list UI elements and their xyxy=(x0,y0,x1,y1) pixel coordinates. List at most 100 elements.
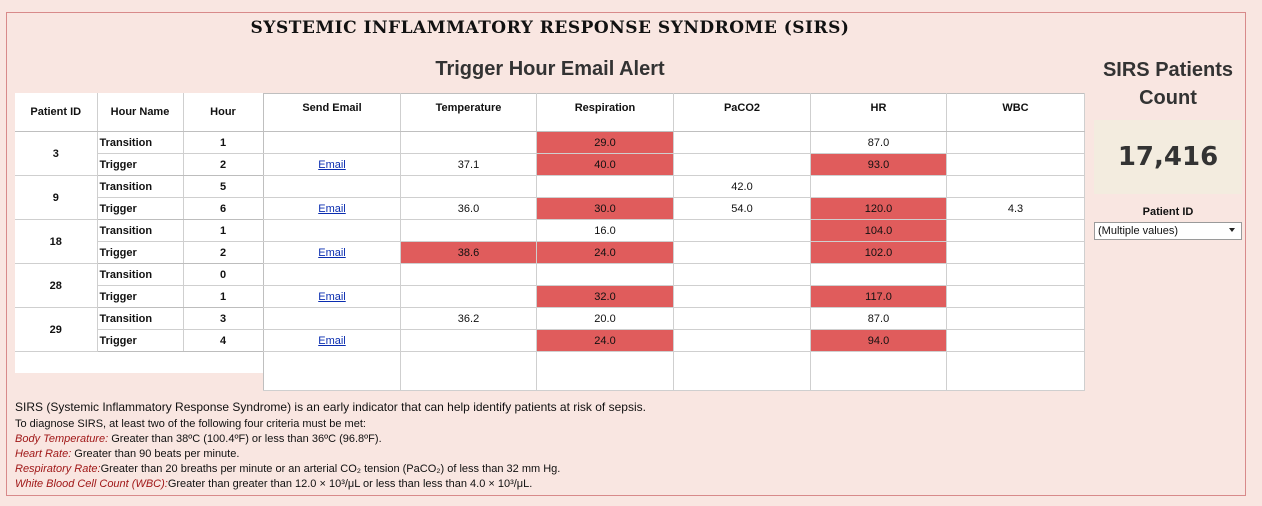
count-title-line1: SIRS Patients xyxy=(1102,59,1234,81)
email-link[interactable]: Email xyxy=(318,334,346,347)
send-email-cell xyxy=(263,307,401,330)
hr-cell: 87.0 xyxy=(810,307,947,330)
hour-cell: 1 xyxy=(183,219,264,242)
hour-cell: 2 xyxy=(183,241,264,264)
hour-cell: 3 xyxy=(183,307,264,330)
patient-id-cell[interactable]: 29 xyxy=(15,307,98,352)
header-hour[interactable]: Hour xyxy=(183,93,264,132)
hr-cell: 94.0 xyxy=(810,329,947,352)
filter-label: Patient ID xyxy=(1142,206,1194,218)
dashboard-subtitle: Trigger Hour Email Alert xyxy=(435,58,665,80)
hour-name-cell: Trigger xyxy=(97,329,184,352)
send-email-cell: Email xyxy=(263,285,401,308)
email-link[interactable]: Email xyxy=(318,158,346,171)
wbc-cell xyxy=(946,307,1085,330)
patient-id-cell[interactable]: 18 xyxy=(15,219,98,264)
count-title: SIRS Patients Count xyxy=(1094,56,1242,112)
header-temperature[interactable]: Temperature xyxy=(400,93,537,132)
temperature-cell xyxy=(400,285,537,308)
chevron-down-icon[interactable] xyxy=(1229,228,1235,232)
table-row: 3 Transition 1 xyxy=(15,131,264,176)
vitals-table: Send Email Temperature Respiration PaCO2… xyxy=(263,93,1085,391)
sirs-notes: SIRS (Systemic Inflammatory Response Syn… xyxy=(15,400,1075,492)
empty-cell xyxy=(400,351,537,391)
header-hr[interactable]: HR xyxy=(810,93,947,132)
hr-cell: 87.0 xyxy=(810,131,947,154)
hour-name-cell: Transition xyxy=(97,219,184,242)
respiration-cell: 40.0 xyxy=(536,153,674,176)
hour-cell: 4 xyxy=(183,329,264,352)
respiration-cell: 24.0 xyxy=(536,329,674,352)
header-hour-name[interactable]: Hour Name xyxy=(97,93,184,132)
respiration-cell: 20.0 xyxy=(536,307,674,330)
hour-name-cell: Trigger xyxy=(97,197,184,220)
hour-cell: 1 xyxy=(183,131,264,154)
header-respiration[interactable]: Respiration xyxy=(536,93,674,132)
temperature-cell: 37.1 xyxy=(400,153,537,176)
header-paco2[interactable]: PaCO2 xyxy=(673,93,811,132)
hour-cell: 1 xyxy=(183,285,264,308)
respiration-cell: 29.0 xyxy=(536,131,674,154)
patient-id-cell[interactable]: 9 xyxy=(15,175,98,220)
table-row: 29.0 87.0 xyxy=(263,131,1085,154)
note-text: Greater than 38ºC (100.4ºF) or less than… xyxy=(108,433,382,445)
dashboard-title: SYSTEMIC INFLAMMATORY RESPONSE SYNDROME … xyxy=(250,18,850,38)
note-text: Greater than 90 beats per minute. xyxy=(71,448,240,460)
empty-cell xyxy=(97,352,183,374)
wbc-cell xyxy=(946,131,1085,154)
respiration-cell: 32.0 xyxy=(536,285,674,308)
hour-name-cell: Transition xyxy=(97,175,184,198)
patient-id-filter-dropdown[interactable]: (Multiple values) xyxy=(1094,222,1242,240)
empty-cell xyxy=(946,351,1085,391)
table-row: 28 Transition 0 xyxy=(15,263,264,308)
table-row: Email 38.6 24.0 102.0 xyxy=(263,241,1085,264)
empty-cell xyxy=(183,352,263,374)
hr-cell: 120.0 xyxy=(810,197,947,220)
table-row: 16.0 104.0 xyxy=(263,219,1085,242)
patient-id-cell[interactable]: 28 xyxy=(15,263,98,308)
respiration-cell: 30.0 xyxy=(536,197,674,220)
hour-cell: 5 xyxy=(183,175,264,198)
wbc-cell xyxy=(946,175,1085,198)
paco2-cell: 42.0 xyxy=(673,175,811,198)
paco2-cell xyxy=(673,263,811,286)
send-email-cell xyxy=(263,131,401,154)
wbc-cell xyxy=(946,241,1085,264)
temperature-cell: 36.2 xyxy=(400,307,537,330)
temperature-cell xyxy=(400,175,537,198)
temperature-cell: 36.0 xyxy=(400,197,537,220)
send-email-cell xyxy=(263,263,401,286)
count-title-line2: Count xyxy=(1139,87,1197,109)
hr-cell xyxy=(810,263,947,286)
table-row: Email 32.0 117.0 xyxy=(263,285,1085,308)
paco2-cell: 54.0 xyxy=(673,197,811,220)
paco2-cell xyxy=(673,307,811,330)
email-link[interactable]: Email xyxy=(318,290,346,303)
table-row: Email 36.0 30.0 54.0 120.0 4.3 xyxy=(263,197,1085,220)
temperature-cell xyxy=(400,329,537,352)
table-row xyxy=(263,263,1085,286)
table-row: Trigger 4 xyxy=(15,329,264,352)
header-wbc[interactable]: WBC xyxy=(946,93,1085,132)
notes-criteria-intro: To diagnose SIRS, at least two of the fo… xyxy=(15,418,366,430)
header-patient-id[interactable]: Patient ID xyxy=(15,93,98,132)
patient-id-cell[interactable]: 3 xyxy=(15,131,98,176)
email-link[interactable]: Email xyxy=(318,246,346,259)
hour-name-cell: Trigger xyxy=(97,153,184,176)
note-wbc: White Blood Cell Count (WBC):Greater tha… xyxy=(15,477,1075,492)
header-send-email[interactable]: Send Email xyxy=(263,93,401,132)
table-row: 9 Transition 5 xyxy=(15,175,264,220)
table-row: Email 24.0 94.0 xyxy=(263,329,1085,352)
send-email-cell xyxy=(263,219,401,242)
hr-cell: 102.0 xyxy=(810,241,947,264)
paco2-cell xyxy=(673,131,811,154)
temperature-cell xyxy=(400,219,537,242)
email-link[interactable]: Email xyxy=(318,202,346,215)
wbc-cell xyxy=(946,329,1085,352)
send-email-cell: Email xyxy=(263,241,401,264)
note-text: Greater than greater than 12.0 × 10³/μL … xyxy=(167,478,533,490)
hour-name-cell: Trigger xyxy=(97,241,184,264)
paco2-cell xyxy=(673,329,811,352)
note-heart-rate: Heart Rate: Greater than 90 beats per mi… xyxy=(15,447,1075,462)
note-body-temperature: Body Temperature: Greater than 38ºC (100… xyxy=(15,432,1075,447)
